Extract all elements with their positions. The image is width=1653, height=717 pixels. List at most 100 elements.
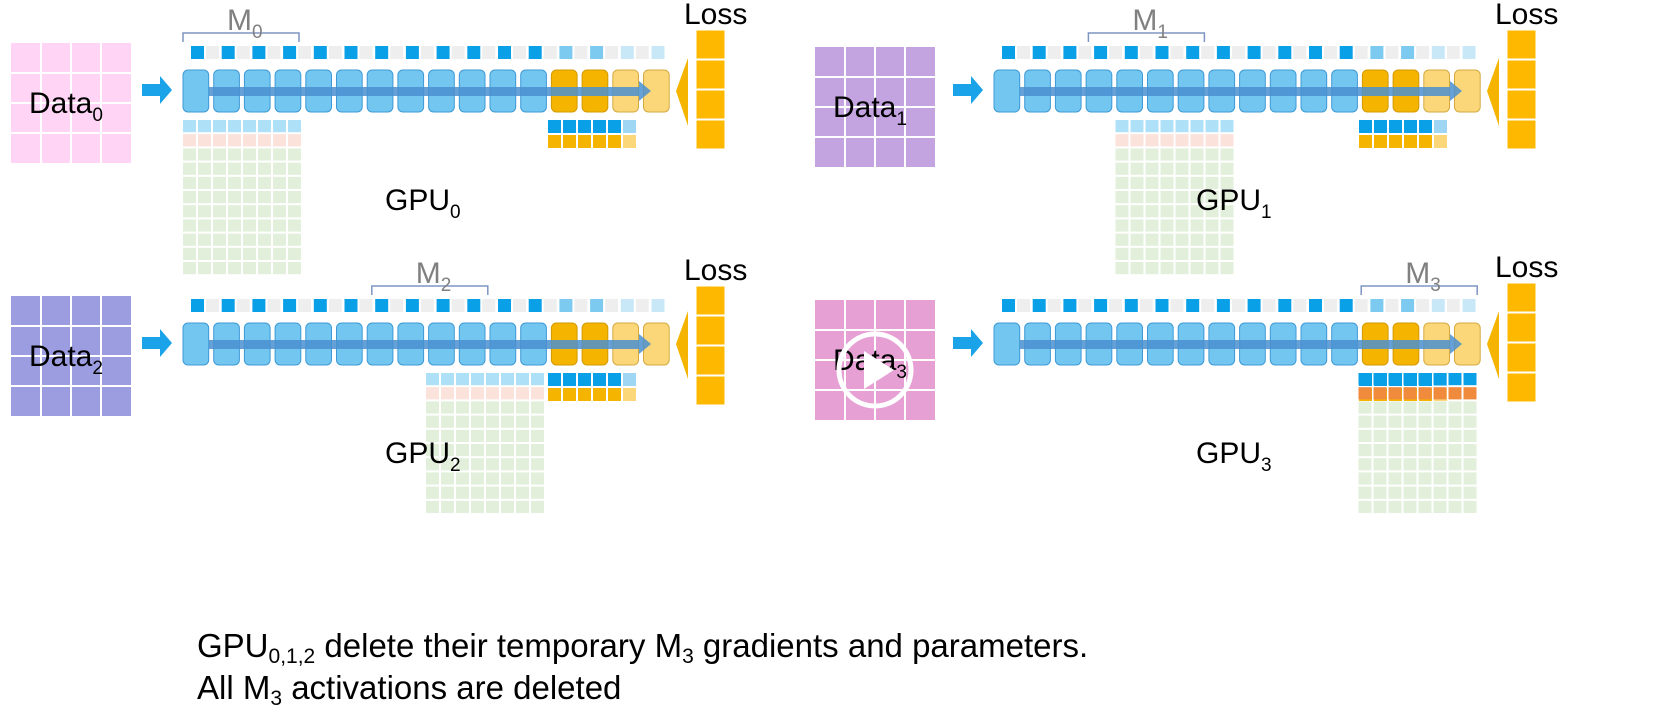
memory-cell — [1205, 219, 1219, 232]
memory-cell — [531, 387, 544, 400]
memory-cell — [1160, 120, 1174, 133]
memory-cell — [471, 486, 484, 499]
loss-cell — [1506, 119, 1537, 150]
grad-cell-blue — [608, 373, 621, 386]
memory-cell — [183, 134, 196, 147]
memory-cell — [258, 162, 271, 175]
memory-cell — [183, 120, 196, 133]
param-square — [313, 299, 327, 312]
param-square — [1247, 299, 1261, 312]
shard-bracket — [1360, 285, 1478, 295]
layer-block — [182, 69, 210, 113]
memory-cell — [1160, 247, 1174, 260]
memory-cell — [1373, 429, 1387, 442]
memory-cell — [1115, 262, 1129, 275]
param-gap — [1078, 46, 1092, 59]
backward-arrow — [676, 311, 688, 379]
grad-cell-blue — [623, 120, 636, 133]
memory-cell — [1463, 458, 1477, 471]
loss-cell — [695, 345, 726, 376]
grad-cell-blue — [578, 120, 591, 133]
memory-cell — [213, 148, 226, 161]
memory-cell — [1448, 458, 1462, 471]
param-square — [498, 299, 511, 312]
flow-arrow — [209, 340, 639, 349]
memory-cell — [1190, 148, 1204, 161]
grad-cell-orange — [623, 135, 636, 148]
shard-bracket — [182, 32, 300, 42]
memory-cell — [1220, 233, 1234, 246]
grad-cell-orange — [563, 135, 576, 148]
memory-cell — [1205, 176, 1219, 189]
memory-cell — [1418, 444, 1432, 457]
memory-cell — [1160, 134, 1174, 147]
param-square — [252, 299, 266, 312]
model-shard-label: M3 — [1405, 257, 1441, 296]
param-gap — [635, 46, 649, 59]
memory-cell — [1433, 429, 1447, 442]
memory-cell — [1358, 401, 1372, 414]
param-square — [1002, 299, 1015, 312]
layer-block — [182, 322, 210, 366]
param-square — [1063, 46, 1077, 59]
memory-cell — [1130, 162, 1144, 175]
memory-grid — [183, 120, 301, 275]
memory-cell — [456, 500, 469, 513]
param-gap — [390, 46, 404, 59]
param-gap — [359, 46, 373, 59]
memory-cell — [1160, 148, 1174, 161]
memory-cell — [456, 373, 469, 386]
memory-cell — [1115, 162, 1129, 175]
param-square — [191, 46, 204, 59]
memory-cell — [441, 458, 454, 471]
memory-cell — [1145, 120, 1159, 133]
param-gap — [1262, 299, 1276, 312]
memory-cell — [198, 205, 211, 218]
memory-cell — [1373, 472, 1387, 485]
memory-cell — [1190, 162, 1204, 175]
loss-column: Loss — [1495, 251, 1558, 403]
param-gap — [298, 46, 312, 59]
memory-cell — [471, 444, 484, 457]
loss-cell — [695, 59, 726, 90]
memory-cell — [471, 429, 484, 442]
memory-cell — [501, 387, 514, 400]
loss-cell — [695, 119, 726, 150]
loss-cell — [1506, 312, 1537, 343]
play-icon — [836, 331, 914, 409]
gpu-panel-3: Data3LossM3GPU3 — [815, 251, 1558, 513]
memory-cell — [258, 120, 271, 133]
data-label: Data0 — [29, 87, 103, 126]
loss-column: Loss — [684, 0, 747, 150]
memory-cell — [1145, 219, 1159, 232]
param-square — [498, 46, 511, 59]
param-square — [1155, 299, 1169, 312]
grad-cell-orange — [548, 388, 561, 401]
memory-cell — [516, 486, 529, 499]
memory-cell — [516, 472, 529, 485]
memory-cell — [1115, 247, 1129, 260]
memory-cell — [273, 191, 286, 204]
param-gap — [298, 299, 312, 312]
memory-cell — [486, 458, 499, 471]
memory-cell — [288, 162, 301, 175]
param-square — [283, 46, 297, 59]
memory-cell — [1433, 415, 1447, 428]
param-square — [620, 46, 634, 59]
gpu-panel-2: Data2 Loss M2 GPU2 — [11, 254, 747, 513]
grad-cell-orange — [593, 135, 606, 148]
param-gap — [236, 299, 250, 312]
memory-cell — [213, 176, 226, 189]
param-gap — [1139, 46, 1153, 59]
memory-cell — [1130, 205, 1144, 218]
memory-cell — [183, 219, 196, 232]
memory-cell — [1358, 500, 1372, 513]
memory-cell — [273, 205, 286, 218]
grad-cell-blue — [548, 373, 561, 386]
memory-cell — [486, 373, 499, 386]
memory-cell — [501, 472, 514, 485]
memory-cell — [273, 176, 286, 189]
param-gap — [1231, 46, 1245, 59]
grad-cell-blue — [1389, 120, 1402, 133]
memory-cell — [441, 500, 454, 513]
